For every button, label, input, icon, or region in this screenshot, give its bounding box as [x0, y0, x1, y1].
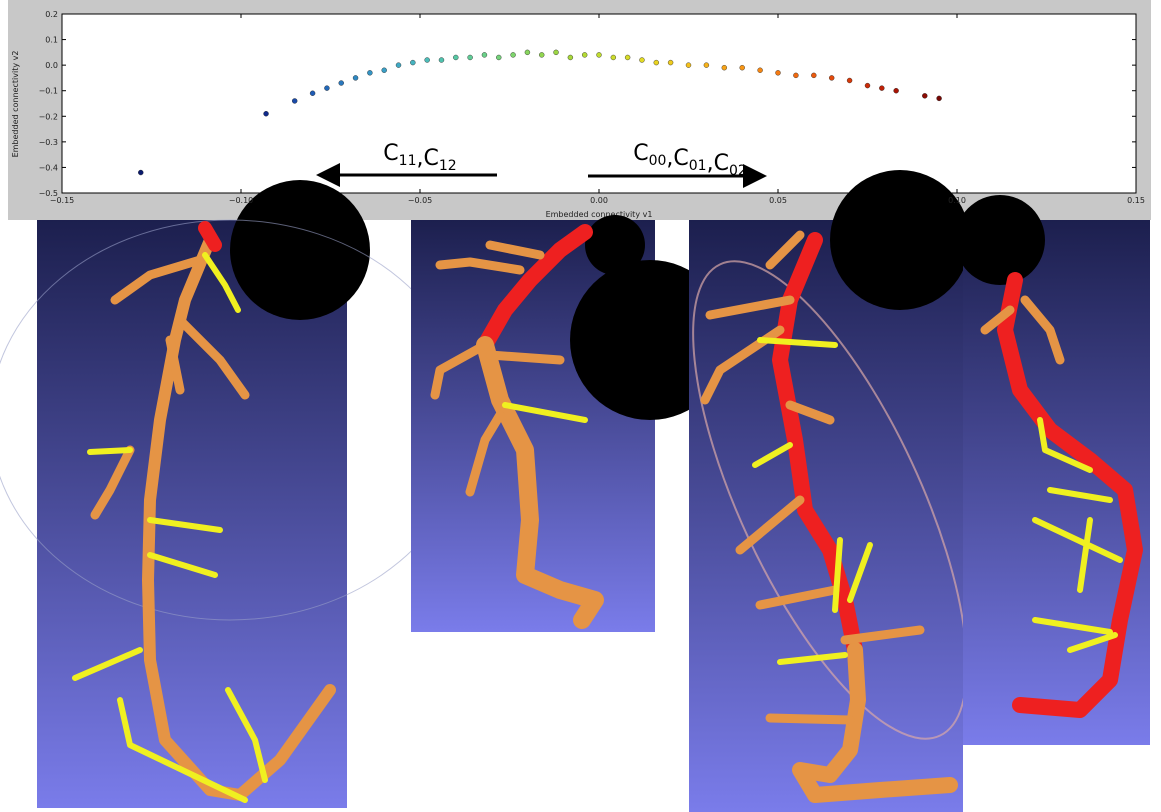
- point: [539, 52, 545, 58]
- x-axis-label: Embedded connectivity v1: [546, 210, 653, 219]
- point: [653, 59, 659, 66]
- point: [685, 62, 692, 68]
- annotation: C11,C12: [383, 141, 456, 174]
- point: [793, 72, 799, 79]
- point: [610, 54, 617, 61]
- point: [757, 67, 763, 73]
- render-panel: [955, 195, 1150, 745]
- y-tick-label: −0.3: [39, 138, 58, 147]
- y-tick-label: 0.2: [45, 10, 58, 19]
- point: [639, 57, 645, 63]
- x-tick-label: 0.15: [1127, 196, 1145, 205]
- point: [496, 54, 502, 61]
- point: [453, 54, 459, 61]
- point: [703, 62, 710, 68]
- annotation-base: C: [633, 141, 648, 166]
- y-tick-label: 0.0: [45, 61, 58, 70]
- point: [624, 54, 631, 61]
- point: [481, 52, 488, 58]
- x-tick-label: 0.05: [769, 196, 787, 205]
- plot-area: [61, 13, 1137, 194]
- y-tick-label: 0.1: [45, 36, 58, 45]
- point: [424, 57, 430, 63]
- point: [721, 64, 727, 71]
- point: [581, 52, 588, 58]
- point: [352, 75, 359, 81]
- annotation-base: C: [673, 146, 688, 171]
- point: [510, 52, 516, 58]
- point: [292, 98, 298, 104]
- y-tick-label: −0.2: [39, 112, 58, 121]
- point: [263, 111, 269, 117]
- annotation-base: C: [714, 151, 729, 176]
- point: [879, 85, 885, 91]
- annotation-subscript: 12: [439, 158, 457, 174]
- x-tick-label: −0.15: [50, 196, 75, 205]
- annotation: C00,C01,C02: [633, 141, 747, 179]
- y-tick-label: −0.1: [39, 87, 58, 96]
- point: [138, 169, 144, 176]
- annotation-subscript: 01: [689, 158, 707, 174]
- point: [381, 67, 387, 73]
- y-axis-label: Embedded connectivity v2: [11, 51, 20, 158]
- point: [922, 93, 928, 99]
- annotation-base: C: [424, 146, 439, 171]
- point: [829, 75, 835, 81]
- point: [846, 77, 853, 84]
- point: [410, 59, 416, 66]
- point: [467, 54, 473, 61]
- point: [864, 82, 871, 89]
- y-tick-label: −0.4: [39, 163, 58, 172]
- y-tick-label: −0.5: [39, 189, 58, 198]
- annotation-subscript: 11: [399, 153, 417, 169]
- point: [324, 85, 330, 91]
- point: [309, 90, 316, 96]
- annotation-separator: ,: [417, 146, 424, 171]
- point: [596, 52, 602, 58]
- render-panel: [689, 170, 970, 812]
- annotation-base: C: [383, 141, 398, 166]
- point: [395, 62, 402, 68]
- render-panel: [411, 215, 730, 632]
- annotation-separator: ,: [666, 146, 673, 171]
- point: [893, 88, 899, 94]
- point: [739, 64, 745, 71]
- x-tick-label: 0.00: [590, 196, 608, 205]
- point: [811, 72, 817, 79]
- point: [524, 49, 531, 56]
- point: [567, 54, 574, 61]
- annotation-subscript: 00: [649, 153, 667, 169]
- point: [553, 49, 559, 56]
- x-tick-label: 0.10: [948, 196, 966, 205]
- point: [338, 80, 344, 86]
- x-tick-label: −0.10: [229, 196, 254, 205]
- x-tick-label: −0.05: [408, 196, 433, 205]
- point: [367, 70, 373, 76]
- render-panel: [0, 180, 471, 808]
- point: [936, 95, 942, 102]
- point: [775, 70, 781, 76]
- point: [438, 57, 445, 63]
- point: [667, 59, 674, 66]
- annotation-separator: ,: [707, 151, 714, 176]
